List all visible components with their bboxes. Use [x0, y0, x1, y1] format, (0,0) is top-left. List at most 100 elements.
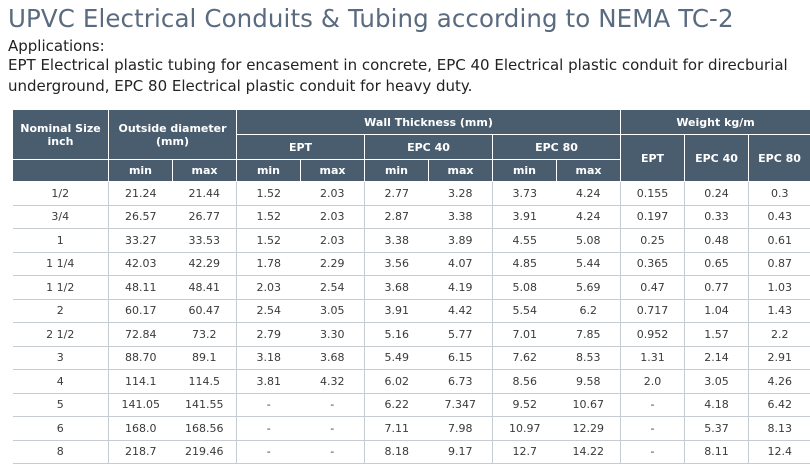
header-ept-min: min	[236, 159, 301, 182]
applications-heading: Applications:	[8, 37, 105, 55]
cell-od-max: 21.44	[172, 181, 237, 206]
cell-epc80-min: 10.97	[492, 416, 557, 441]
cell-nominal-size: 3	[12, 346, 109, 370]
cell-epc40-min: 3.38	[364, 228, 429, 253]
cell-weight-epc40: 1.04	[684, 299, 750, 323]
applications-line-1: EPT Electrical plastic tubing for encase…	[8, 56, 788, 74]
table-row: 8 218.7 219.46- -8.18 9.17 12.7 14.22-8.11 12.4	[12, 440, 810, 464]
cell-nominal-size: 8	[12, 440, 109, 464]
table-row: 3 88.70 89.1 3.18 3.68 5.49 6.15 7.62 8.53 1.31 2.…	[12, 346, 810, 370]
cell-weight-epc80: 0.43	[748, 205, 810, 229]
cell-epc80-max: 5.44	[556, 252, 622, 276]
cell-od-max: 219.46	[172, 440, 237, 464]
cell-epc80-max: 7.85	[556, 322, 622, 347]
cell-od-max: 33.53	[172, 228, 237, 253]
cell-epc80-max: 5.08	[556, 228, 622, 253]
cell-weight-ept: -	[620, 440, 686, 464]
header-wall-thickness: Wall Thickness (mm)	[235, 109, 622, 135]
header-ept-max: max	[300, 159, 365, 182]
cell-nominal-size: 1 1/4	[12, 252, 109, 276]
cell-ept-max: -	[300, 393, 365, 417]
table-row: 1/2 21.24 21.44 1.52 2.03 2.77 3.28 3.73 4.24 0.1…	[12, 181, 810, 206]
cell-od-max: 60.47	[172, 299, 237, 323]
cell-epc40-min: 6.02	[364, 369, 429, 394]
table-row: 5 141.05 141.55- -6.22 7.347 9.52 10.67-4.18 6.…	[12, 393, 810, 417]
cell-od-max: 114.5	[172, 369, 237, 394]
cell-epc80-max: 14.22	[556, 440, 622, 464]
cell-epc40-min: 2.87	[364, 205, 429, 229]
cell-nominal-size: 3/4	[12, 205, 109, 229]
cell-od-min: 168.0	[108, 416, 173, 441]
cell-weight-epc80: 4.26	[748, 369, 810, 394]
cell-od-min: 88.70	[108, 346, 173, 370]
cell-weight-epc40: 0.48	[684, 228, 750, 253]
cell-weight-ept: 1.31	[620, 346, 686, 370]
cell-epc40-max: 3.28	[428, 181, 493, 206]
cell-weight-ept: -	[620, 416, 686, 441]
cell-nominal-size: 6	[12, 416, 109, 441]
cell-od-max: 26.77	[172, 205, 237, 229]
cell-od-max: 168.56	[172, 416, 237, 441]
cell-ept-max: -	[300, 416, 365, 441]
cell-epc40-max: 7.347	[428, 393, 493, 417]
table-row: 1 33.27 33.53 1.52 2.03 3.38 3.89 4.55 5.08 0.25 0…	[12, 228, 810, 253]
cell-nominal-size: 1 1/2	[12, 275, 109, 300]
header-epc80-min: min	[492, 159, 557, 182]
cell-epc80-min: 4.55	[492, 228, 557, 253]
header-empty-cell	[12, 159, 109, 182]
cell-weight-epc80: 8.13	[748, 416, 810, 441]
cell-ept-min: -	[236, 416, 301, 441]
cell-ept-min: 1.52	[236, 205, 301, 229]
header-epc40-max: max	[428, 159, 493, 182]
cell-epc40-max: 5.77	[428, 322, 493, 347]
cell-nominal-size: 2 1/2	[12, 322, 109, 347]
cell-weight-ept: 0.717	[620, 299, 686, 323]
cell-epc40-min: 2.77	[364, 181, 429, 206]
cell-epc80-max: 10.67	[556, 393, 622, 417]
cell-epc80-min: 12.7	[492, 440, 557, 464]
table-row: 2 1/2 72.84 73.2 2.79 3.30 5.16 5.77 7.01 7.85 0.…	[12, 322, 810, 347]
cell-weight-epc40: 4.18	[684, 393, 750, 417]
cell-epc80-min: 7.01	[492, 322, 557, 347]
cell-ept-min: 3.81	[236, 369, 301, 394]
cell-nominal-size: 2	[12, 299, 109, 323]
cell-nominal-size: 5	[12, 393, 109, 417]
cell-weight-epc80: 2.2	[748, 322, 810, 347]
cell-nominal-size: 1	[12, 228, 109, 253]
table-row: 2 60.17 60.47 2.54 3.05 3.91 4.42 5.54 6.2 0.717 1…	[12, 299, 810, 323]
header-epc80-max: max	[555, 159, 622, 182]
applications-line-2: underground, EPC 80 Electrical plastic c…	[8, 77, 473, 95]
cell-weight-epc40: 8.11	[684, 440, 750, 464]
cell-epc80-max: 12.29	[556, 416, 622, 441]
cell-ept-max: 2.54	[300, 275, 365, 300]
cell-weight-epc40: 1.57	[684, 322, 750, 347]
cell-epc40-max: 4.19	[428, 275, 493, 300]
cell-od-min: 114.1	[108, 369, 173, 394]
cell-od-max: 42.29	[172, 252, 237, 276]
header-nominal-size: Nominal Size inch	[12, 109, 109, 160]
cell-weight-ept: 0.155	[620, 181, 686, 206]
header-outside-diameter: Outside diameter (mm)	[108, 109, 237, 160]
cell-ept-min: 3.18	[236, 346, 301, 370]
cell-epc80-max: 4.24	[556, 181, 622, 206]
cell-epc40-min: 3.56	[364, 252, 429, 276]
header-epc40-min: min	[364, 159, 429, 182]
header-weight-epc80: EPC 80	[748, 134, 810, 182]
cell-epc40-max: 7.98	[428, 416, 493, 441]
header-wall-epc40: EPC 40	[364, 134, 493, 160]
cell-ept-max: 4.32	[300, 369, 365, 394]
cell-ept-max: 3.30	[300, 322, 365, 347]
cell-ept-max: 2.29	[300, 252, 365, 276]
header-od-max: max	[172, 159, 237, 182]
applications-text: EPT Electrical plastic tubing for encase…	[8, 55, 810, 97]
cell-weight-epc40: 5.37	[684, 416, 750, 441]
cell-epc80-min: 3.91	[492, 205, 557, 229]
header-wall-ept: EPT	[236, 134, 365, 160]
cell-epc40-min: 8.18	[364, 440, 429, 464]
table-row: 4 114.1 114.5 3.81 4.32 6.02 6.73 8.56 9.58 2.0 3.…	[12, 369, 810, 394]
cell-weight-epc40: 0.33	[684, 205, 750, 229]
cell-epc40-min: 3.68	[364, 275, 429, 300]
header-wall-epc80: EPC 80	[491, 134, 622, 160]
cell-weight-ept: 0.47	[620, 275, 686, 300]
